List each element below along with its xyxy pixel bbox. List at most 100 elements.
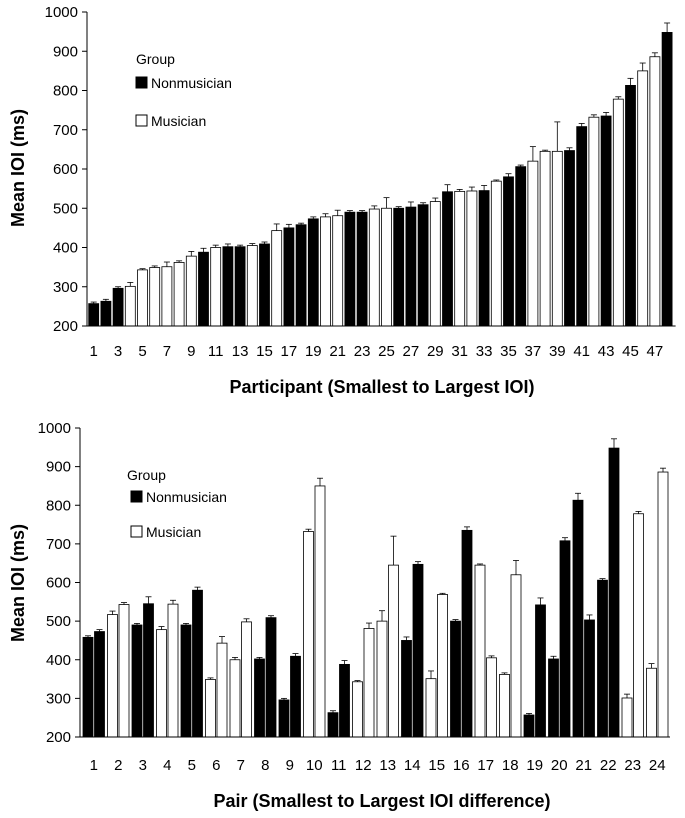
chart2-xtick-label: 10 <box>306 757 323 774</box>
chart1-ytick-label: 800 <box>53 83 78 100</box>
chart1-xtick-label: 35 <box>500 343 517 360</box>
chart1-legend-swatch-nonmusician <box>135 76 148 89</box>
chart2-bar-musician <box>229 659 241 738</box>
chart1-bar-nonmusician <box>112 287 124 327</box>
chart1-xtick-label: 21 <box>329 343 346 360</box>
chart1-xtick-label: 27 <box>403 343 420 360</box>
chart2-bar-nonmusician <box>450 620 461 738</box>
chart1-bar-musician <box>271 230 283 327</box>
chart2-xtick-label: 8 <box>261 757 269 774</box>
chart1-ytick-label: 700 <box>53 122 78 139</box>
chart2-ytick-label: 700 <box>46 536 71 553</box>
chart2-xtick-label: 12 <box>355 757 372 774</box>
chart2-bar-nonmusician <box>254 658 265 738</box>
chart1-bar-nonmusician <box>259 243 270 327</box>
chart1-xtick-label: 7 <box>163 343 171 360</box>
chart1-bar-musician <box>210 247 222 327</box>
chart2-bar-nonmusician <box>180 624 192 738</box>
chart2-bar-musician <box>376 620 388 738</box>
chart2-bar-nonmusician <box>461 529 473 738</box>
chart1-bar-nonmusician <box>478 190 490 327</box>
chart1-xtick-label: 23 <box>354 343 371 360</box>
chart2-xtick-label: 9 <box>286 757 294 774</box>
chart1-bar-musician <box>612 98 624 327</box>
chart2-xtick-label: 23 <box>624 757 641 774</box>
chart1-xtick-label: 31 <box>451 343 468 360</box>
chart1-xtick-label: 3 <box>114 343 122 360</box>
chart2-xtick-label: 15 <box>428 757 445 774</box>
chart1-xtick-label: 45 <box>622 343 639 360</box>
chart1-bar-nonmusician <box>442 191 453 327</box>
chart1-xlabel: Participant (Smallest to Largest IOI) <box>229 377 534 397</box>
chart1-bar-nonmusician <box>283 227 295 327</box>
chart1-ytick-label: 400 <box>53 240 78 257</box>
chart1-ytick-label: 300 <box>53 279 78 296</box>
chart2-xtick-label: 18 <box>502 757 519 774</box>
chart1-bar-musician <box>466 190 478 327</box>
chart1-bar-musician <box>429 201 441 327</box>
chart2-ytick-label: 800 <box>46 497 71 514</box>
chart1-bar-nonmusician <box>625 84 636 327</box>
chart1-bar-musician <box>588 116 600 327</box>
chart2-bar-nonmusician <box>327 712 339 738</box>
chart2-bar-musician <box>216 642 228 738</box>
chart1-bar-nonmusician <box>100 300 112 327</box>
chart2-bar-nonmusician <box>548 658 559 738</box>
chart2-bar-nonmusician <box>523 714 535 738</box>
chart1-xtick-label: 13 <box>232 343 249 360</box>
chart2-bar-nonmusician <box>401 640 412 738</box>
chart2-bar-musician <box>205 679 216 738</box>
chart1-xtick-label: 25 <box>378 343 395 360</box>
chart1-bar-nonmusician <box>564 150 575 327</box>
chart1-bar-nonmusician <box>576 126 588 327</box>
chart1-bar-nonmusician <box>356 211 368 327</box>
chart1-bar-musician <box>137 269 148 327</box>
chart2-bar-nonmusician <box>597 579 608 738</box>
chart2-xtick-label: 6 <box>212 757 220 774</box>
chart1-bar-nonmusician <box>222 246 234 327</box>
chart1-xtick-label: 37 <box>525 343 542 360</box>
chart2-legend-title: Group <box>127 467 166 483</box>
chart1-bar-musician <box>527 160 539 327</box>
chart2-bar-musician <box>633 513 644 738</box>
chart1-bar-musician <box>320 216 331 327</box>
chart1-bar-musician <box>490 180 502 327</box>
chart2-bar-musician <box>314 485 326 738</box>
chart1-bar-nonmusician <box>344 211 356 327</box>
chart2-xtick-label: 21 <box>575 757 592 774</box>
chart2-bar-nonmusician <box>584 619 595 738</box>
chart1-legend-label-musician: Musician <box>151 113 206 129</box>
chart1-xtick-label: 11 <box>208 343 224 360</box>
chart2-legend-label-nonmusician: Nonmusician <box>146 489 227 505</box>
chart2-bar-nonmusician <box>265 617 277 738</box>
chart2-bar-musician <box>425 678 437 738</box>
chart2-ytick-label: 600 <box>46 575 71 592</box>
chart1-bar-musician <box>454 190 466 327</box>
chart2-xtick-label: 16 <box>453 757 470 774</box>
chart1-ytick-label: 900 <box>53 43 78 60</box>
chart1-bar-musician <box>185 255 197 327</box>
chart2-xtick-label: 13 <box>379 757 396 774</box>
chart2-bar-nonmusician <box>192 589 203 738</box>
chart2-legend: Group Nonmusician Musician <box>127 467 227 540</box>
chart1-xtick-label: 33 <box>476 343 493 360</box>
chart1-bar-nonmusician <box>661 32 673 327</box>
chart1-xtick-label: 39 <box>549 343 566 360</box>
chart2-legend-swatch-musician <box>130 525 143 538</box>
chart2-xtick-label: 17 <box>477 757 494 774</box>
chart2-bar-nonmusician <box>559 540 571 738</box>
chart1-xtick-label: 1 <box>90 343 98 360</box>
chart2-bar-musician <box>156 629 167 738</box>
chart2-bar-musician <box>388 564 399 738</box>
chart2-xtick-label: 22 <box>600 757 617 774</box>
chart2-bar-nonmusician <box>572 499 584 738</box>
chart2-ytick-label: 300 <box>46 690 71 707</box>
chart1-bar-nonmusician <box>307 218 319 327</box>
chart2-bar-musician <box>303 531 314 738</box>
chart1-bar-musician <box>368 208 380 327</box>
chart1-bar-nonmusician <box>503 176 514 327</box>
chart2-ytick-label: 1000 <box>38 420 71 437</box>
chart2-xtick-label: 1 <box>90 757 98 774</box>
chart1-ytick-label: 500 <box>53 200 78 217</box>
chart1-bar-musician <box>246 245 258 327</box>
